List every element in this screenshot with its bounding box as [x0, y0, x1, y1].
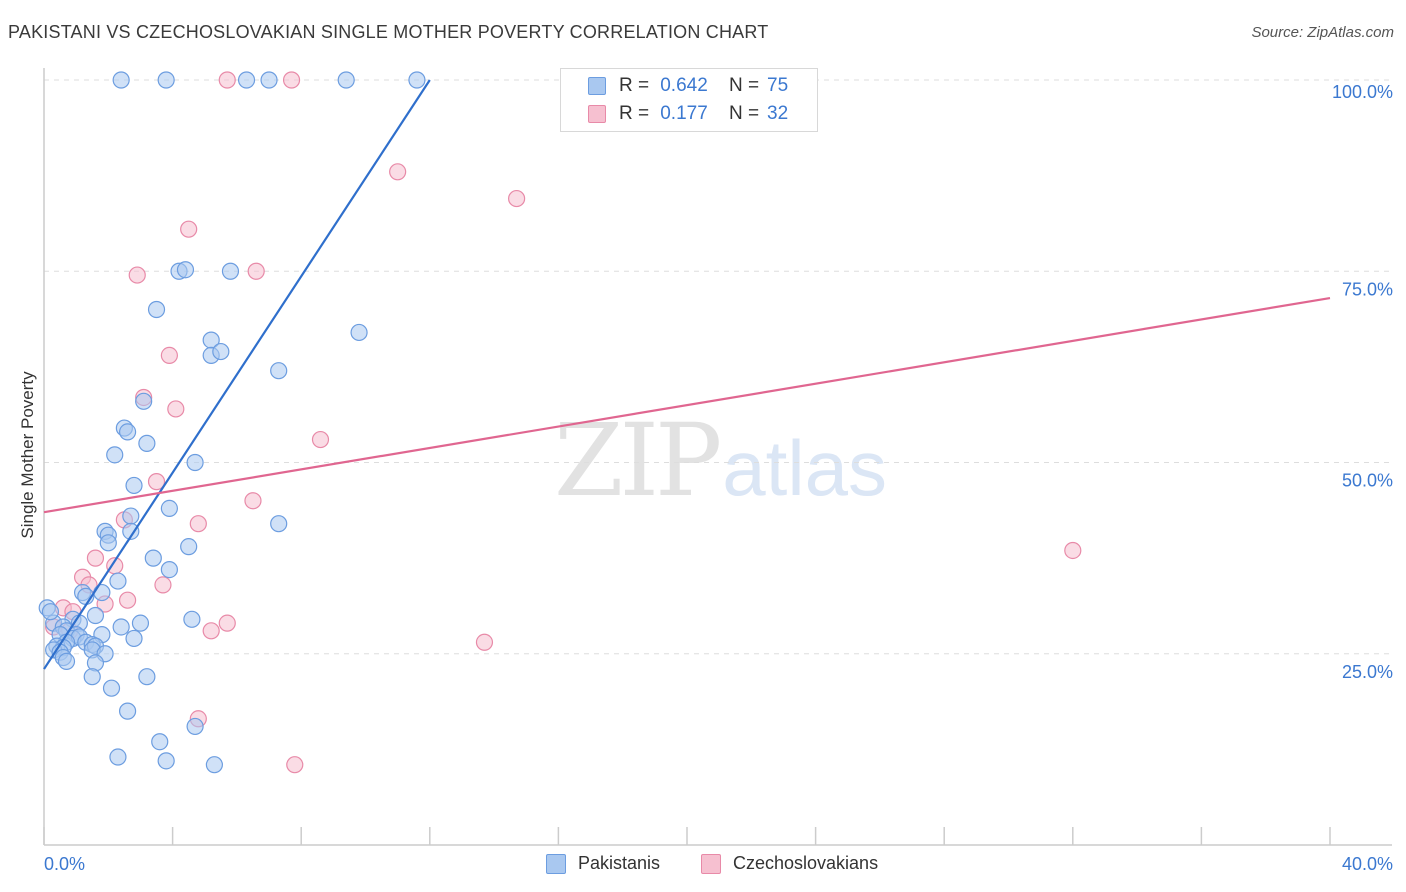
data-point	[41, 603, 60, 621]
data-point	[260, 71, 278, 89]
y-tick-label: 100.0%	[1332, 82, 1393, 102]
legend-label: Czechoslovakians	[733, 853, 879, 873]
data-point	[1064, 541, 1082, 560]
data-point	[157, 752, 175, 770]
data-point	[183, 610, 201, 628]
data-point	[118, 702, 137, 720]
blue-swatch	[588, 77, 606, 95]
data-point	[237, 71, 256, 89]
n-value: 32	[767, 103, 789, 124]
series-legend: Pakistanis Czechoslovakians	[0, 850, 1406, 878]
data-point	[138, 434, 156, 452]
data-point	[144, 549, 162, 567]
data-point	[128, 266, 146, 284]
trend-line-czechoslovakians	[43, 296, 1331, 514]
data-point	[125, 476, 143, 495]
data-point	[282, 71, 301, 89]
data-point	[167, 400, 185, 418]
data-point	[86, 549, 105, 567]
data-point	[135, 392, 153, 410]
data-point	[218, 614, 236, 632]
data-point	[286, 756, 304, 774]
data-point	[160, 346, 178, 364]
series-pakistanis	[38, 71, 426, 774]
y-tick-label: 50.0%	[1342, 471, 1393, 491]
data-point	[176, 261, 195, 279]
data-point	[186, 453, 204, 472]
legend-label: Pakistanis	[578, 853, 661, 873]
data-point	[118, 591, 137, 609]
data-point	[244, 492, 262, 510]
data-point	[112, 71, 130, 89]
data-point	[147, 300, 166, 319]
data-point	[337, 71, 355, 89]
r-label: R =	[619, 75, 650, 96]
data-point	[221, 262, 240, 280]
data-point	[112, 618, 130, 636]
data-point	[109, 572, 127, 590]
data-point	[180, 538, 198, 556]
data-point	[57, 652, 76, 671]
data-point	[475, 633, 494, 651]
data-point	[350, 323, 368, 342]
data-point	[408, 71, 426, 89]
data-point	[122, 522, 140, 540]
chart-title: PAKISTANI VS CZECHOSLOVAKIAN SINGLE MOTH…	[8, 22, 769, 42]
data-point	[389, 163, 407, 181]
data-point	[106, 446, 124, 464]
trend-line-pakistanis	[43, 79, 431, 670]
y-tick-label: 25.0%	[1342, 662, 1393, 682]
data-point	[311, 430, 330, 449]
data-point	[186, 717, 204, 736]
data-point	[99, 534, 117, 552]
data-point	[247, 262, 265, 280]
data-point	[202, 622, 220, 640]
data-point	[83, 668, 101, 686]
trend-lines	[43, 79, 1331, 670]
data-point	[205, 756, 223, 774]
data-point	[180, 220, 198, 238]
data-point	[109, 748, 127, 766]
data-point	[218, 71, 236, 89]
data-point	[151, 733, 169, 751]
data-point	[189, 515, 207, 533]
y-axis-label: Single Mother Poverty	[18, 371, 37, 539]
n-label: N =	[729, 103, 760, 124]
data-point	[270, 362, 288, 380]
data-point	[102, 679, 121, 697]
r-value: 0.177	[660, 103, 708, 124]
data-point	[154, 576, 172, 594]
data-point	[212, 342, 230, 361]
data-point	[118, 423, 137, 441]
n-label: N =	[729, 75, 760, 96]
r-label: R =	[619, 103, 650, 124]
data-point	[160, 560, 178, 579]
y-tick-label: 75.0%	[1342, 279, 1393, 299]
x-tick-label-min: 0.0%	[44, 854, 85, 874]
tick-labels: 25.0% 50.0% 75.0% 100.0% 0.0% 40.0%	[44, 82, 1393, 874]
blue-swatch	[546, 854, 566, 874]
data-point	[125, 629, 143, 648]
chart-source: Source: ZipAtlas.com	[1251, 24, 1394, 41]
axes	[43, 68, 1392, 846]
series-czechoslovakians	[45, 71, 1082, 774]
n-value: 75	[767, 75, 789, 96]
data-point	[122, 507, 140, 525]
correlation-legend: R = 0.642 N = 75 R = 0.177 N = 32	[560, 68, 818, 132]
pink-swatch	[588, 105, 606, 123]
data-point	[93, 583, 111, 602]
pink-swatch	[701, 854, 721, 874]
x-tick-label-max: 40.0%	[1342, 854, 1393, 874]
data-point	[270, 515, 288, 533]
data-point	[160, 499, 178, 517]
data-point	[157, 71, 175, 89]
grid-lines	[44, 79, 1392, 655]
data-point	[138, 668, 156, 686]
data-point	[147, 473, 166, 491]
data-point	[131, 614, 150, 632]
data-point	[508, 189, 526, 208]
r-value: 0.642	[660, 75, 708, 96]
data-point	[86, 606, 105, 625]
